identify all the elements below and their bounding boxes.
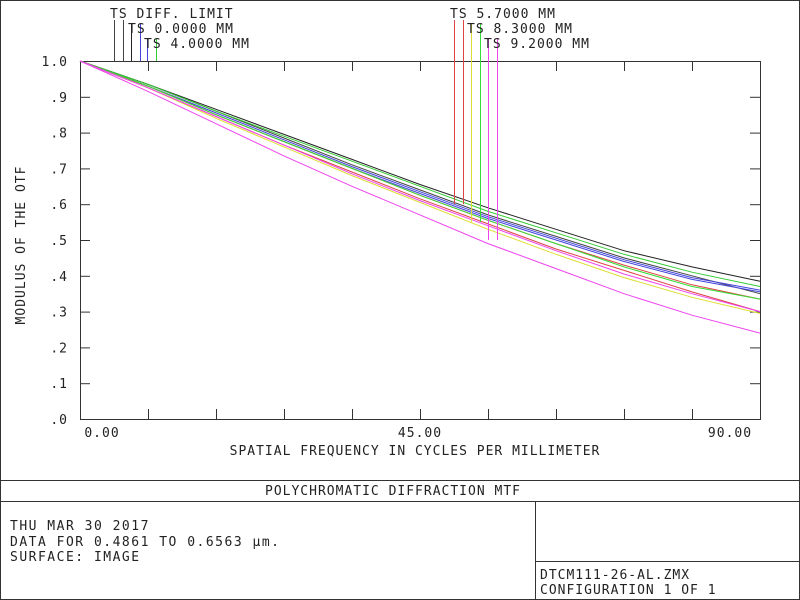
legend-label-ts-8-3: TS 8.3000 MM: [467, 22, 573, 37]
configuration-label: CONFIGURATION 1 OF 1: [540, 583, 717, 598]
chart-title: POLYCHROMATIC DIFFRACTION MTF: [265, 484, 521, 499]
y-tick-label: .6: [50, 198, 68, 213]
x-tick-label: 0.00: [84, 426, 119, 441]
grid: [80, 61, 761, 419]
y-tick-label: 1.0: [42, 55, 68, 70]
legend-label-ts-4: TS 4.0000 MM: [144, 37, 250, 52]
legend-markers: [114, 20, 498, 240]
x-tick-labels: 0.00 45.00 90.00: [84, 426, 752, 441]
file-name: DTCM111-26-AL.ZMX: [540, 568, 690, 583]
y-tick-label: .8: [50, 127, 68, 142]
series-group: [79, 60, 761, 334]
y-tick-label: .1: [50, 377, 68, 392]
plot-frame: [80, 61, 761, 420]
series-line: [79, 60, 761, 291]
y-tick-labels: .0 .1 .2 .3 .4 .5 .6 .7 .8 .9 1.0: [42, 55, 68, 428]
y-axis-label: MODULUS OF THE OTF: [14, 166, 29, 325]
y-tick-label: .2: [50, 341, 68, 356]
series-line: [79, 60, 761, 282]
series-line: [79, 60, 761, 313]
y-tick-label: .5: [50, 234, 68, 249]
x-tick-label: 45.00: [398, 426, 442, 441]
legend-label-ts-5-7: TS 5.7000 MM: [450, 7, 556, 22]
x-axis-label: SPATIAL FREQUENCY IN CYCLES PER MILLIMET…: [230, 444, 601, 459]
legend-label-ts-0: TS 0.0000 MM: [128, 22, 234, 37]
y-tick-label: .7: [50, 162, 68, 177]
y-tick-label: .9: [50, 91, 68, 106]
series-line: [79, 60, 761, 300]
y-tick-label: .3: [50, 306, 68, 321]
legend-label-ts-9-2: TS 9.2000 MM: [484, 37, 590, 52]
series-line: [79, 60, 761, 334]
series-line: [79, 60, 761, 293]
info-date: THU MAR 30 2017: [10, 519, 150, 534]
series-line: [79, 60, 761, 314]
y-tick-label: .0: [50, 413, 68, 428]
info-surface: SURFACE: IMAGE: [10, 550, 141, 565]
x-tick-label: 90.00: [708, 426, 752, 441]
legend-label-diff-limit: TS DIFF. LIMIT: [110, 7, 234, 22]
series-line: [79, 60, 761, 287]
info-data-range: DATA FOR 0.4861 TO 0.6563 µm.: [10, 535, 281, 550]
y-tick-label: .4: [50, 270, 68, 285]
